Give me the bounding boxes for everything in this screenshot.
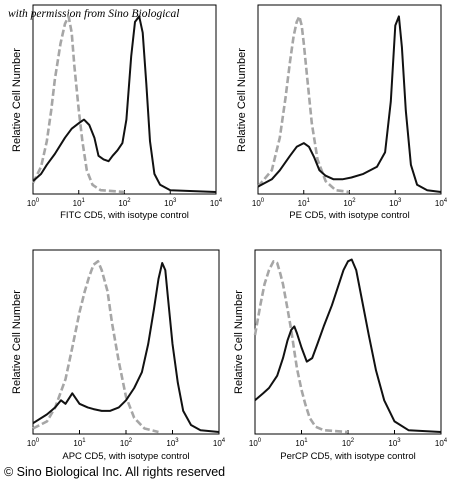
y-axis-label: Relative Cell Number bbox=[11, 290, 23, 394]
x-tick-label: 104 bbox=[213, 438, 226, 448]
x-tick-labels: 100 101 102 103 104 bbox=[27, 190, 223, 208]
x-tick-label: 104 bbox=[210, 198, 223, 208]
x-tick-label: 103 bbox=[164, 198, 177, 208]
histogram-panel-apc: Relative Cell Number APC CD5, with isoty… bbox=[11, 249, 226, 462]
x-tick-label: 102 bbox=[343, 198, 356, 208]
plot-frame bbox=[32, 249, 220, 435]
plot-frame bbox=[32, 4, 217, 195]
x-tick-label: 101 bbox=[295, 438, 308, 448]
series-layer bbox=[253, 258, 442, 434]
x-tick-label: 101 bbox=[73, 198, 86, 208]
x-tick-label: 104 bbox=[435, 438, 448, 448]
y-axis-label: Relative Cell Number bbox=[236, 48, 248, 152]
sample-histogram-line bbox=[32, 262, 220, 433]
x-tick-label: 103 bbox=[388, 438, 401, 448]
x-tick-label: 102 bbox=[120, 438, 133, 448]
histogram-panel-percp: Relative Cell Number PerCP CD5, with iso… bbox=[233, 249, 448, 462]
x-axis-label: FITC CD5, with isotype control bbox=[60, 210, 189, 221]
x-tick-label: 101 bbox=[298, 198, 311, 208]
sample-histogram-line bbox=[32, 15, 217, 193]
x-tick-label: 101 bbox=[73, 438, 86, 448]
x-tick-label: 100 bbox=[27, 198, 40, 208]
x-tick-label: 100 bbox=[252, 198, 265, 208]
x-tick-label: 100 bbox=[27, 438, 40, 448]
x-tick-labels: 100 101 102 103 104 bbox=[252, 190, 448, 208]
series-layer bbox=[31, 15, 217, 194]
x-tick-label: 104 bbox=[435, 198, 448, 208]
sample-histogram-line bbox=[257, 15, 442, 193]
series-layer bbox=[257, 15, 442, 194]
isotype-control-dashed-line bbox=[32, 260, 159, 434]
sample-histogram-line bbox=[254, 258, 442, 433]
isotype-control-dashed-line bbox=[253, 260, 349, 434]
x-tick-label: 102 bbox=[342, 438, 355, 448]
x-tick-labels: 100 101 102 103 104 bbox=[249, 430, 448, 448]
x-tick-label: 103 bbox=[166, 438, 179, 448]
plot-frame bbox=[254, 249, 442, 435]
histogram-panel-pe: Relative Cell Number PE CD5, with isotyp… bbox=[236, 4, 448, 221]
isotype-control-dashed-line bbox=[31, 15, 125, 194]
histogram-panel-fitc: Relative Cell Number FITC CD5, with isot… bbox=[11, 4, 223, 221]
isotype-control-dashed-line bbox=[257, 15, 350, 194]
y-axis-label: Relative Cell Number bbox=[233, 290, 245, 394]
x-tick-labels: 100 101 102 103 104 bbox=[27, 430, 226, 448]
watermark-text: with permission from Sino Biological bbox=[8, 8, 179, 20]
x-axis-label: PE CD5, with isotype control bbox=[289, 210, 409, 221]
series-layer bbox=[32, 260, 220, 434]
x-tick-label: 102 bbox=[118, 198, 131, 208]
x-axis-label: PerCP CD5, with isotype control bbox=[280, 451, 416, 462]
x-tick-label: 103 bbox=[389, 198, 402, 208]
x-axis-label: APC CD5, with isotype control bbox=[62, 451, 189, 462]
x-tick-label: 100 bbox=[249, 438, 262, 448]
y-axis-label: Relative Cell Number bbox=[11, 48, 23, 152]
copyright-notice: © Sino Biological Inc. All rights reserv… bbox=[4, 465, 226, 479]
